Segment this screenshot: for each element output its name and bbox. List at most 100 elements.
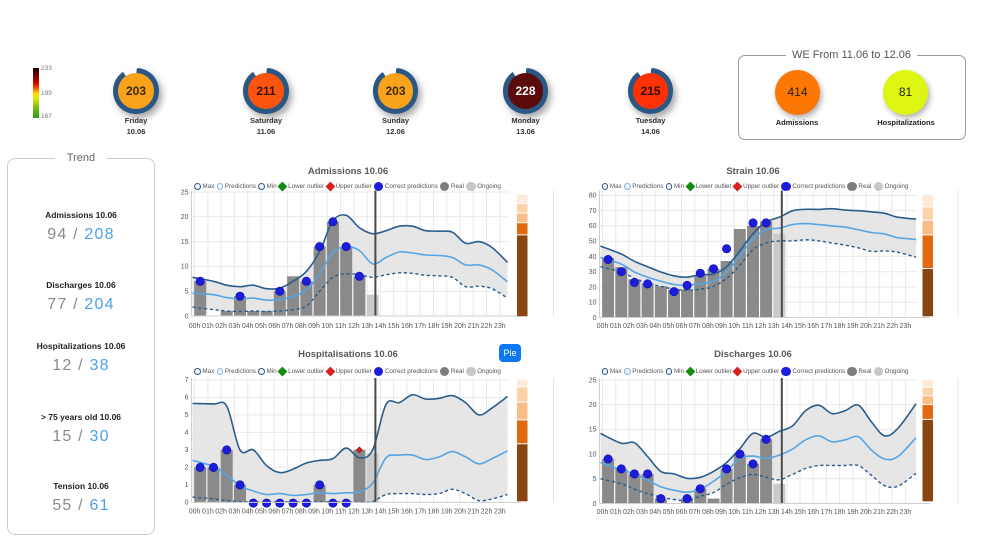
svg-text:01h: 01h [202,509,214,516]
svg-text:11h: 11h [335,323,346,330]
svg-text:12h: 12h [348,509,360,516]
svg-text:09h: 09h [308,323,320,330]
svg-text:60: 60 [589,223,597,230]
svg-text:21h: 21h [467,509,479,516]
svg-text:70: 70 [589,208,597,215]
svg-text:80: 80 [589,193,597,200]
svg-text:14h: 14h [781,323,793,330]
svg-text:19h: 19h [441,323,453,330]
svg-text:5: 5 [185,289,189,296]
svg-text:00h: 00h [597,509,609,516]
svg-text:07h: 07h [689,509,701,516]
svg-text:11h: 11h [742,323,753,330]
svg-text:20h: 20h [454,509,466,516]
svg-text:2: 2 [185,465,189,472]
svg-text:02h: 02h [215,323,227,330]
svg-text:18h: 18h [428,509,440,516]
svg-text:50: 50 [589,239,597,246]
svg-text:10: 10 [589,300,597,307]
svg-text:18h: 18h [834,323,846,330]
svg-text:21h: 21h [873,323,885,330]
svg-text:23h: 23h [494,509,506,516]
svg-text:20: 20 [589,284,597,291]
svg-text:01h: 01h [610,323,622,330]
svg-text:00h: 00h [189,509,201,516]
svg-text:10h: 10h [321,323,333,330]
svg-text:00h: 00h [189,323,201,330]
svg-text:20: 20 [181,214,189,221]
svg-text:10h: 10h [728,509,740,516]
svg-text:07h: 07h [282,323,294,330]
svg-text:16h: 16h [807,509,819,516]
svg-text:14h: 14h [375,323,387,330]
svg-text:12h: 12h [755,323,767,330]
svg-text:05h: 05h [255,323,267,330]
svg-text:5: 5 [593,476,597,483]
svg-text:05h: 05h [663,509,675,516]
svg-text:15h: 15h [794,509,806,516]
svg-text:22h: 22h [481,509,493,516]
svg-text:14h: 14h [375,509,387,516]
svg-text:09h: 09h [715,323,727,330]
svg-text:18h: 18h [834,509,846,516]
svg-text:16h: 16h [401,509,413,516]
svg-text:11h: 11h [742,509,753,516]
svg-text:07h: 07h [282,509,294,516]
svg-text:13h: 13h [768,509,780,516]
svg-text:10: 10 [589,451,597,458]
svg-text:23h: 23h [900,509,912,516]
svg-text:20h: 20h [860,323,872,330]
svg-text:16h: 16h [401,323,413,330]
svg-text:04h: 04h [242,323,254,330]
svg-text:0: 0 [185,313,189,320]
svg-text:6: 6 [185,395,189,402]
svg-text:02h: 02h [623,509,635,516]
svg-text:13h: 13h [768,323,780,330]
svg-text:0: 0 [185,500,189,507]
svg-text:1: 1 [185,482,189,489]
svg-text:25: 25 [589,377,597,384]
svg-text:17h: 17h [414,323,426,330]
svg-text:18h: 18h [428,323,440,330]
svg-text:04h: 04h [649,509,661,516]
svg-text:15h: 15h [388,323,400,330]
svg-text:04h: 04h [242,509,254,516]
svg-text:10h: 10h [321,509,333,516]
svg-text:03h: 03h [229,323,241,330]
svg-text:15: 15 [589,427,597,434]
svg-text:22h: 22h [481,323,493,330]
svg-text:21h: 21h [873,509,885,516]
svg-text:08h: 08h [702,509,714,516]
svg-text:7: 7 [185,377,189,384]
svg-text:15: 15 [181,239,189,246]
svg-text:22h: 22h [886,509,898,516]
svg-text:07h: 07h [689,323,701,330]
svg-text:02h: 02h [215,509,227,516]
svg-text:23h: 23h [900,323,912,330]
svg-text:05h: 05h [255,509,267,516]
svg-text:4: 4 [185,430,189,437]
svg-text:08h: 08h [702,323,714,330]
svg-text:13h: 13h [361,509,373,516]
svg-text:0: 0 [593,315,597,322]
svg-text:30: 30 [589,269,597,276]
svg-text:10h: 10h [728,323,740,330]
svg-text:08h: 08h [295,323,307,330]
svg-text:01h: 01h [610,509,622,516]
svg-text:05h: 05h [663,323,675,330]
svg-text:06h: 06h [268,323,280,330]
svg-text:19h: 19h [847,323,859,330]
svg-text:03h: 03h [229,509,241,516]
svg-text:19h: 19h [441,509,453,516]
svg-text:12h: 12h [348,323,360,330]
svg-text:5: 5 [185,412,189,419]
svg-text:01h: 01h [202,323,214,330]
svg-text:09h: 09h [308,509,320,516]
svg-text:20h: 20h [860,509,872,516]
svg-text:16h: 16h [807,323,819,330]
svg-text:06h: 06h [676,509,688,516]
svg-text:00h: 00h [597,323,609,330]
svg-text:13h: 13h [361,323,373,330]
svg-text:06h: 06h [268,509,280,516]
svg-text:02h: 02h [623,323,635,330]
